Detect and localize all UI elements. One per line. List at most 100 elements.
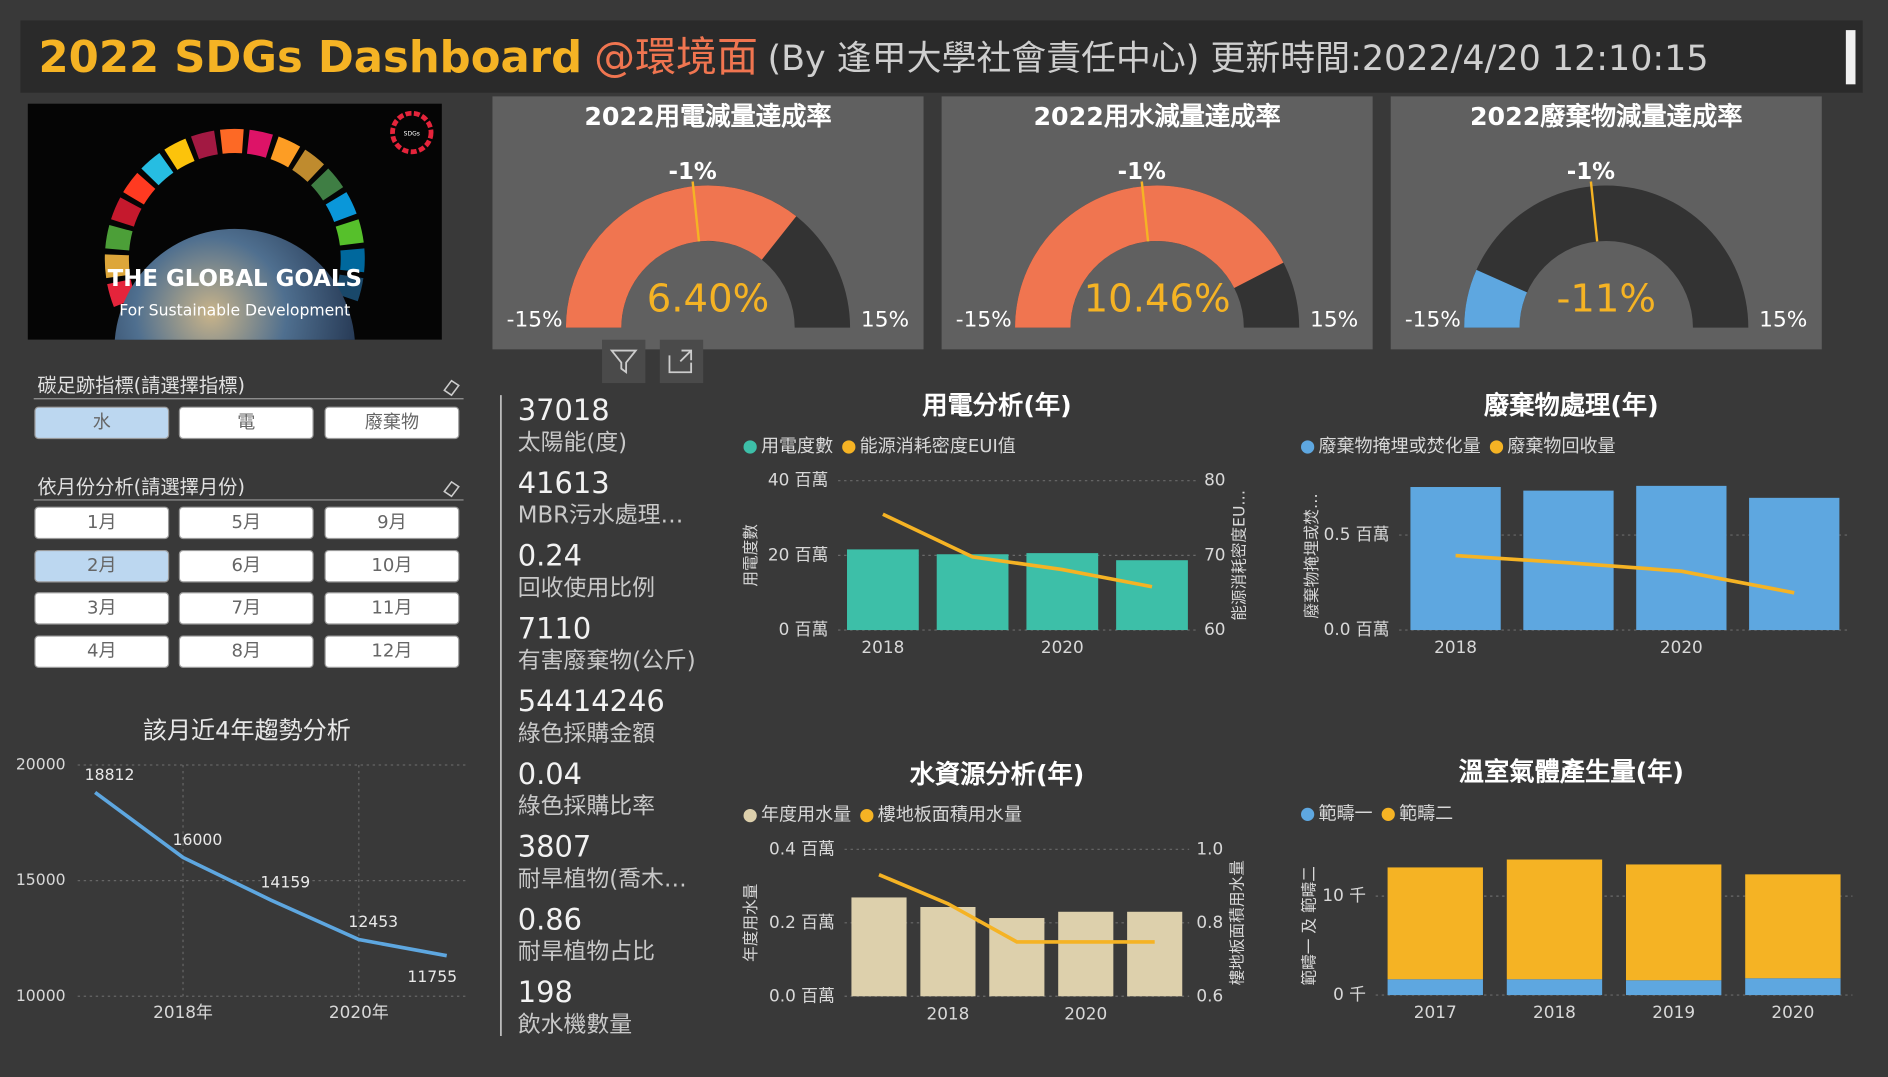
- slicer-button[interactable]: [324, 506, 460, 540]
- slicer-button[interactable]: [178, 549, 314, 583]
- gauge-fill: [565, 185, 797, 328]
- kpi-value: 0.04: [518, 757, 582, 791]
- kpi-label: 耐旱植物占比: [518, 939, 655, 965]
- eraser-icon[interactable]: [443, 480, 460, 498]
- gauge-target-label: -1%: [1118, 159, 1166, 185]
- kpi-value: 7110: [518, 611, 592, 645]
- kpi-value: 0.86: [518, 902, 582, 936]
- slicer-button[interactable]: [34, 635, 170, 669]
- line-series: [94, 791, 448, 958]
- filter-button[interactable]: [602, 339, 646, 384]
- slicer-button[interactable]: [324, 549, 460, 583]
- chart-title: 用電分析(年): [922, 391, 1071, 420]
- slicer-button[interactable]: [34, 549, 170, 583]
- gauge-min-label: -15%: [956, 307, 1012, 332]
- legend-marker: [743, 808, 757, 823]
- ring-segment: [246, 129, 273, 158]
- kpi-label: 有害廢棄物(公斤): [518, 648, 696, 674]
- gauge-target: [1589, 181, 1599, 242]
- x-tick-label: 2018: [926, 1003, 969, 1023]
- x-tick-label: 2020: [1064, 1003, 1107, 1023]
- header-topic: @環境面: [594, 33, 758, 81]
- kpi-value: 41613: [518, 466, 610, 500]
- slicer-button[interactable]: [324, 406, 460, 440]
- eraser-icon[interactable]: [443, 379, 460, 397]
- scrollbar[interactable]: [1845, 30, 1856, 85]
- x-tick-label: 2018年: [153, 1002, 213, 1022]
- ring-segment: [340, 248, 365, 273]
- slicer-button[interactable]: [34, 506, 170, 540]
- y-axis-title: 用電度數: [741, 524, 760, 587]
- header-main: 2022 SDGs Dashboard: [39, 33, 583, 83]
- kpi-value: 3807: [518, 830, 592, 864]
- chart-title: 溫室氣體產生量(年): [1459, 757, 1684, 786]
- legend-label: 廢棄物掩埋或焚化量: [1318, 436, 1480, 457]
- y-tick-label: 0.5 百萬: [1324, 524, 1390, 544]
- kpi-label: 綠色採購金額: [518, 721, 655, 747]
- slicer-button[interactable]: [324, 635, 460, 669]
- y-tick-label: 0 百萬: [779, 619, 829, 639]
- gauge-max-label: 15%: [861, 307, 909, 332]
- slicer-button[interactable]: [178, 506, 314, 540]
- y-tick-label: 0.4 百萬: [769, 838, 835, 858]
- data-label: 16000: [173, 830, 223, 849]
- legend-label: 範疇一: [1318, 803, 1372, 824]
- legend-label: 能源消耗密度EUI值: [860, 436, 1016, 457]
- image-title: THE GLOBAL GOALS: [108, 266, 362, 292]
- slicer-button[interactable]: [34, 406, 170, 440]
- slicer-button[interactable]: [178, 635, 314, 669]
- slicer-option: 2月: [87, 555, 117, 576]
- ring-segment: [164, 138, 195, 170]
- data-label: 14159: [260, 873, 310, 892]
- legend-marker: [1381, 807, 1395, 822]
- y2-axis-title: 能源消耗密度EU…: [1230, 490, 1249, 621]
- ring-segment: [104, 254, 131, 279]
- gauge-max-label: 15%: [1310, 307, 1358, 332]
- focus-icon: [668, 349, 693, 374]
- y-tick-label: 10 千: [1322, 885, 1366, 905]
- image-subtitle: For Sustainable Development: [119, 300, 350, 319]
- kpi-value: 54414246: [518, 684, 665, 718]
- slicer-option: 電: [237, 412, 255, 433]
- ring-segment: [311, 168, 344, 201]
- gauge-fill: [1015, 185, 1284, 328]
- data-label: 18812: [85, 765, 135, 784]
- legend-label: 樓地板面積用水量: [878, 805, 1022, 826]
- legend-marker: [842, 440, 856, 454]
- kpi-label: 綠色採購比率: [518, 794, 655, 820]
- legend-marker: [1489, 440, 1504, 454]
- y2-tick-label: 80: [1204, 470, 1225, 490]
- legend-marker: [1301, 807, 1315, 822]
- y-axis-title: 廢棄物掩埋或焚…: [1302, 493, 1321, 618]
- slicer-button[interactable]: [34, 592, 170, 625]
- bar: [1387, 979, 1483, 996]
- bar: [1506, 859, 1603, 980]
- ring-segment: [123, 172, 156, 205]
- slicer-option: 4月: [87, 641, 117, 662]
- data-label: 12453: [348, 912, 398, 931]
- slicer-button[interactable]: [178, 592, 314, 625]
- gauge-value: 6.40%: [647, 277, 769, 322]
- gauge-title: 2022用水減量達成率: [1033, 102, 1280, 131]
- bar: [847, 549, 919, 631]
- kpi-value: 37018: [518, 393, 610, 427]
- slicer-button[interactable]: [178, 406, 314, 440]
- kpi-label: 太陽能(度): [518, 430, 627, 456]
- legend-label: 用電度數: [761, 436, 833, 457]
- bar: [1387, 867, 1483, 980]
- slicer-option: 7月: [231, 597, 261, 618]
- kpi-label: 耐旱植物(喬木…: [518, 866, 687, 892]
- gauge-title: 2022用電減量達成率: [584, 102, 831, 131]
- chart-title: 水資源分析(年): [910, 760, 1085, 789]
- slicer-option: 10月: [371, 555, 412, 576]
- x-tick-label: 2020: [1771, 1002, 1814, 1022]
- bar: [936, 554, 1009, 631]
- y-tick-label: 15000: [16, 870, 66, 889]
- gauge-target-label: -1%: [1567, 159, 1615, 185]
- badge-text: SDGs: [404, 131, 420, 138]
- header-bar: [20, 20, 1863, 93]
- slicer-button[interactable]: [324, 592, 460, 625]
